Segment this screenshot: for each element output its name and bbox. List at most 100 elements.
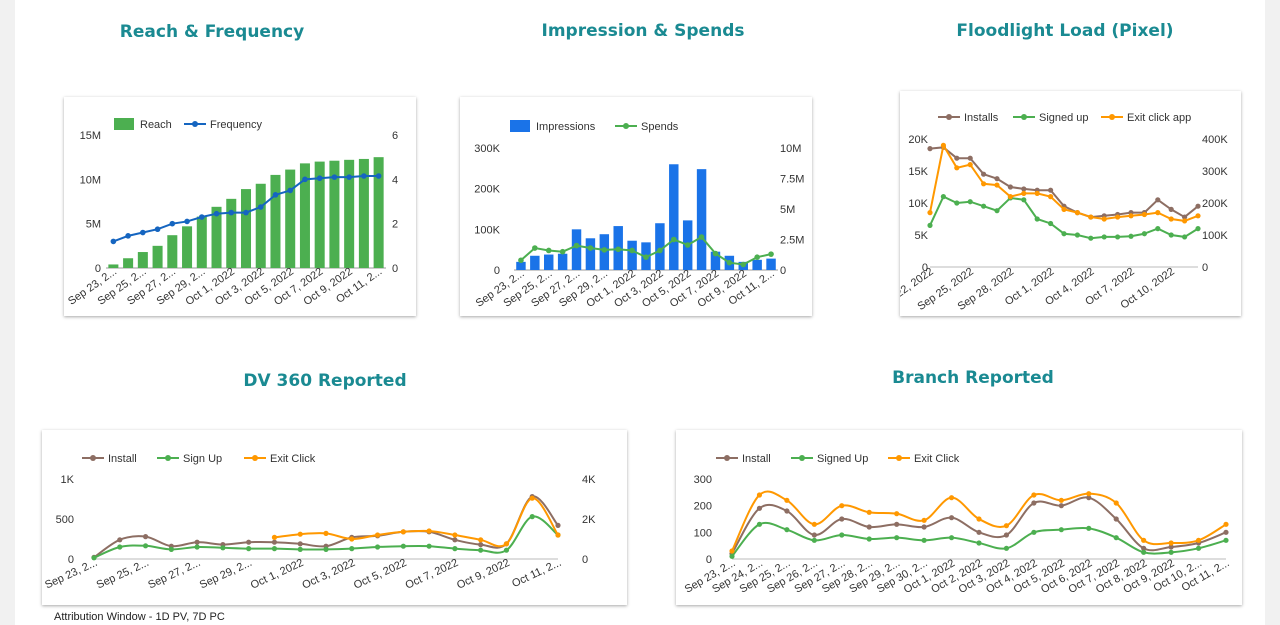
- c1-legend-label: Frequency: [210, 119, 262, 131]
- c3-point: [954, 155, 960, 161]
- c1-legend-dot: [192, 121, 198, 127]
- c5-point: [811, 537, 817, 543]
- c2-bar: [557, 253, 568, 270]
- c4-point: [271, 534, 278, 540]
- c4-point: [194, 544, 200, 550]
- c4-point: [323, 530, 329, 536]
- c5-point: [921, 537, 927, 543]
- c3-point: [967, 155, 973, 161]
- chart-card-reach-frequency[interactable]: Reach Frequency 15M 10M 5M 0 6 4 2 0 Sep 23, 2... S…: [64, 97, 416, 316]
- c5-point: [1223, 537, 1229, 543]
- c4-point: [555, 522, 561, 528]
- c4-x-tick: Oct 11, 2...: [510, 557, 563, 590]
- c5-point: [1168, 540, 1174, 546]
- c4-x-tick: Sep 29, 2...: [198, 557, 254, 592]
- c2-bar: [585, 238, 596, 270]
- c5-point: [921, 517, 927, 523]
- chart-card-impression-spends[interactable]: Impressions Spends 300K 200K 100K 0 10M 7.5M 5M 2…: [460, 97, 812, 316]
- c4-left-tick: 0: [68, 554, 74, 566]
- c3-point: [1182, 214, 1188, 220]
- c5-point: [839, 516, 845, 522]
- c2-point: [643, 254, 649, 260]
- c5-point: [1113, 516, 1119, 522]
- c1-point: [140, 229, 146, 236]
- c1-right-tick: 4: [392, 174, 398, 186]
- c1-point: [110, 238, 117, 245]
- c3-point: [940, 142, 946, 148]
- c1-point: [228, 209, 235, 216]
- c2-legend-label: Spends: [641, 121, 679, 133]
- chart-title-floodlight: Floodlight Load (Pixel): [956, 21, 1174, 41]
- c5-legend-label: Exit Click: [914, 453, 960, 465]
- c3-point: [1007, 184, 1013, 190]
- c3-point: [1021, 197, 1027, 203]
- c1-point: [257, 204, 264, 210]
- c4-point: [529, 495, 535, 501]
- c3-point: [1115, 234, 1121, 240]
- c5-left-tick: 200: [694, 501, 712, 513]
- c3-point: [1088, 214, 1094, 220]
- c5-point: [839, 532, 845, 538]
- c1-point: [346, 174, 352, 180]
- c4-point: [91, 555, 97, 561]
- c4-point: [323, 546, 329, 552]
- c1-bar: [152, 245, 163, 268]
- c3-right-tick: 100K: [1202, 230, 1228, 242]
- c2-bar: [696, 169, 707, 270]
- c5-point: [866, 524, 872, 530]
- c3-point: [967, 199, 973, 205]
- c4-legend-dot: [165, 455, 171, 461]
- c3-point: [994, 182, 1000, 188]
- chart-card-floodlight[interactable]: Installs Signed up Exit click app 20K 15K 10K…: [900, 91, 1241, 316]
- c1-bar: [226, 198, 237, 268]
- c1-left-tick: 5M: [86, 219, 101, 231]
- c3-left-tick: 5K: [915, 230, 929, 242]
- c5-left-tick: 0: [706, 554, 712, 566]
- c2-point: [768, 251, 774, 257]
- c3-point: [1034, 190, 1040, 196]
- c5-point: [1031, 500, 1037, 506]
- c3-right-tick: 200K: [1202, 198, 1228, 210]
- c3-point: [1101, 216, 1107, 222]
- c4-point: [426, 543, 432, 549]
- c4-point: [555, 532, 561, 538]
- c4-legend-label: Sign Up: [183, 453, 222, 465]
- c1-legend-label: Reach: [140, 119, 172, 131]
- c4-legend-dot: [90, 455, 96, 461]
- c1-point: [213, 210, 220, 217]
- c3-point: [994, 176, 1000, 182]
- c5-legend-dot: [799, 455, 805, 461]
- chart-card-branch[interactable]: Install Signed Up Exit Click 300 200 100 0 Sep …: [676, 430, 1242, 605]
- c5-point: [784, 527, 790, 533]
- c3-left-tick: 15K: [908, 166, 928, 178]
- c2-bar: [544, 254, 554, 270]
- c1-bar: [373, 157, 384, 268]
- c4-point: [117, 537, 123, 543]
- c4-point: [271, 546, 278, 552]
- c5-point: [1003, 532, 1010, 538]
- c4-point: [452, 537, 458, 543]
- c2-point: [573, 242, 580, 249]
- chart-title-dv360: DV 360 Reported: [243, 371, 407, 391]
- c3-point: [1141, 211, 1147, 218]
- c3-point: [954, 165, 960, 171]
- c5-point: [1031, 492, 1037, 498]
- c2-point: [559, 248, 566, 255]
- c5-point: [976, 529, 982, 535]
- c3-right-tick: 400K: [1202, 134, 1228, 146]
- c4-point: [478, 542, 484, 548]
- c4-legend-dot: [252, 455, 258, 461]
- c3-left-tick: 20K: [908, 134, 928, 146]
- c1-right-tick: 2: [392, 219, 398, 231]
- c1-left-tick: 15M: [80, 130, 101, 142]
- c3-point: [1128, 233, 1134, 239]
- c1-bar: [167, 235, 178, 268]
- c4-right-tick: 4K: [582, 474, 596, 486]
- c4-point: [168, 546, 174, 552]
- c5-legend-label: Install: [742, 453, 771, 465]
- c5-legend-dot: [724, 455, 730, 461]
- c2-bar: [710, 251, 721, 270]
- c5-point: [1003, 523, 1010, 529]
- chart-card-dv360[interactable]: Install Sign Up Exit Click 1K 500 0 4K 2K 0 Sep 2…: [42, 430, 627, 605]
